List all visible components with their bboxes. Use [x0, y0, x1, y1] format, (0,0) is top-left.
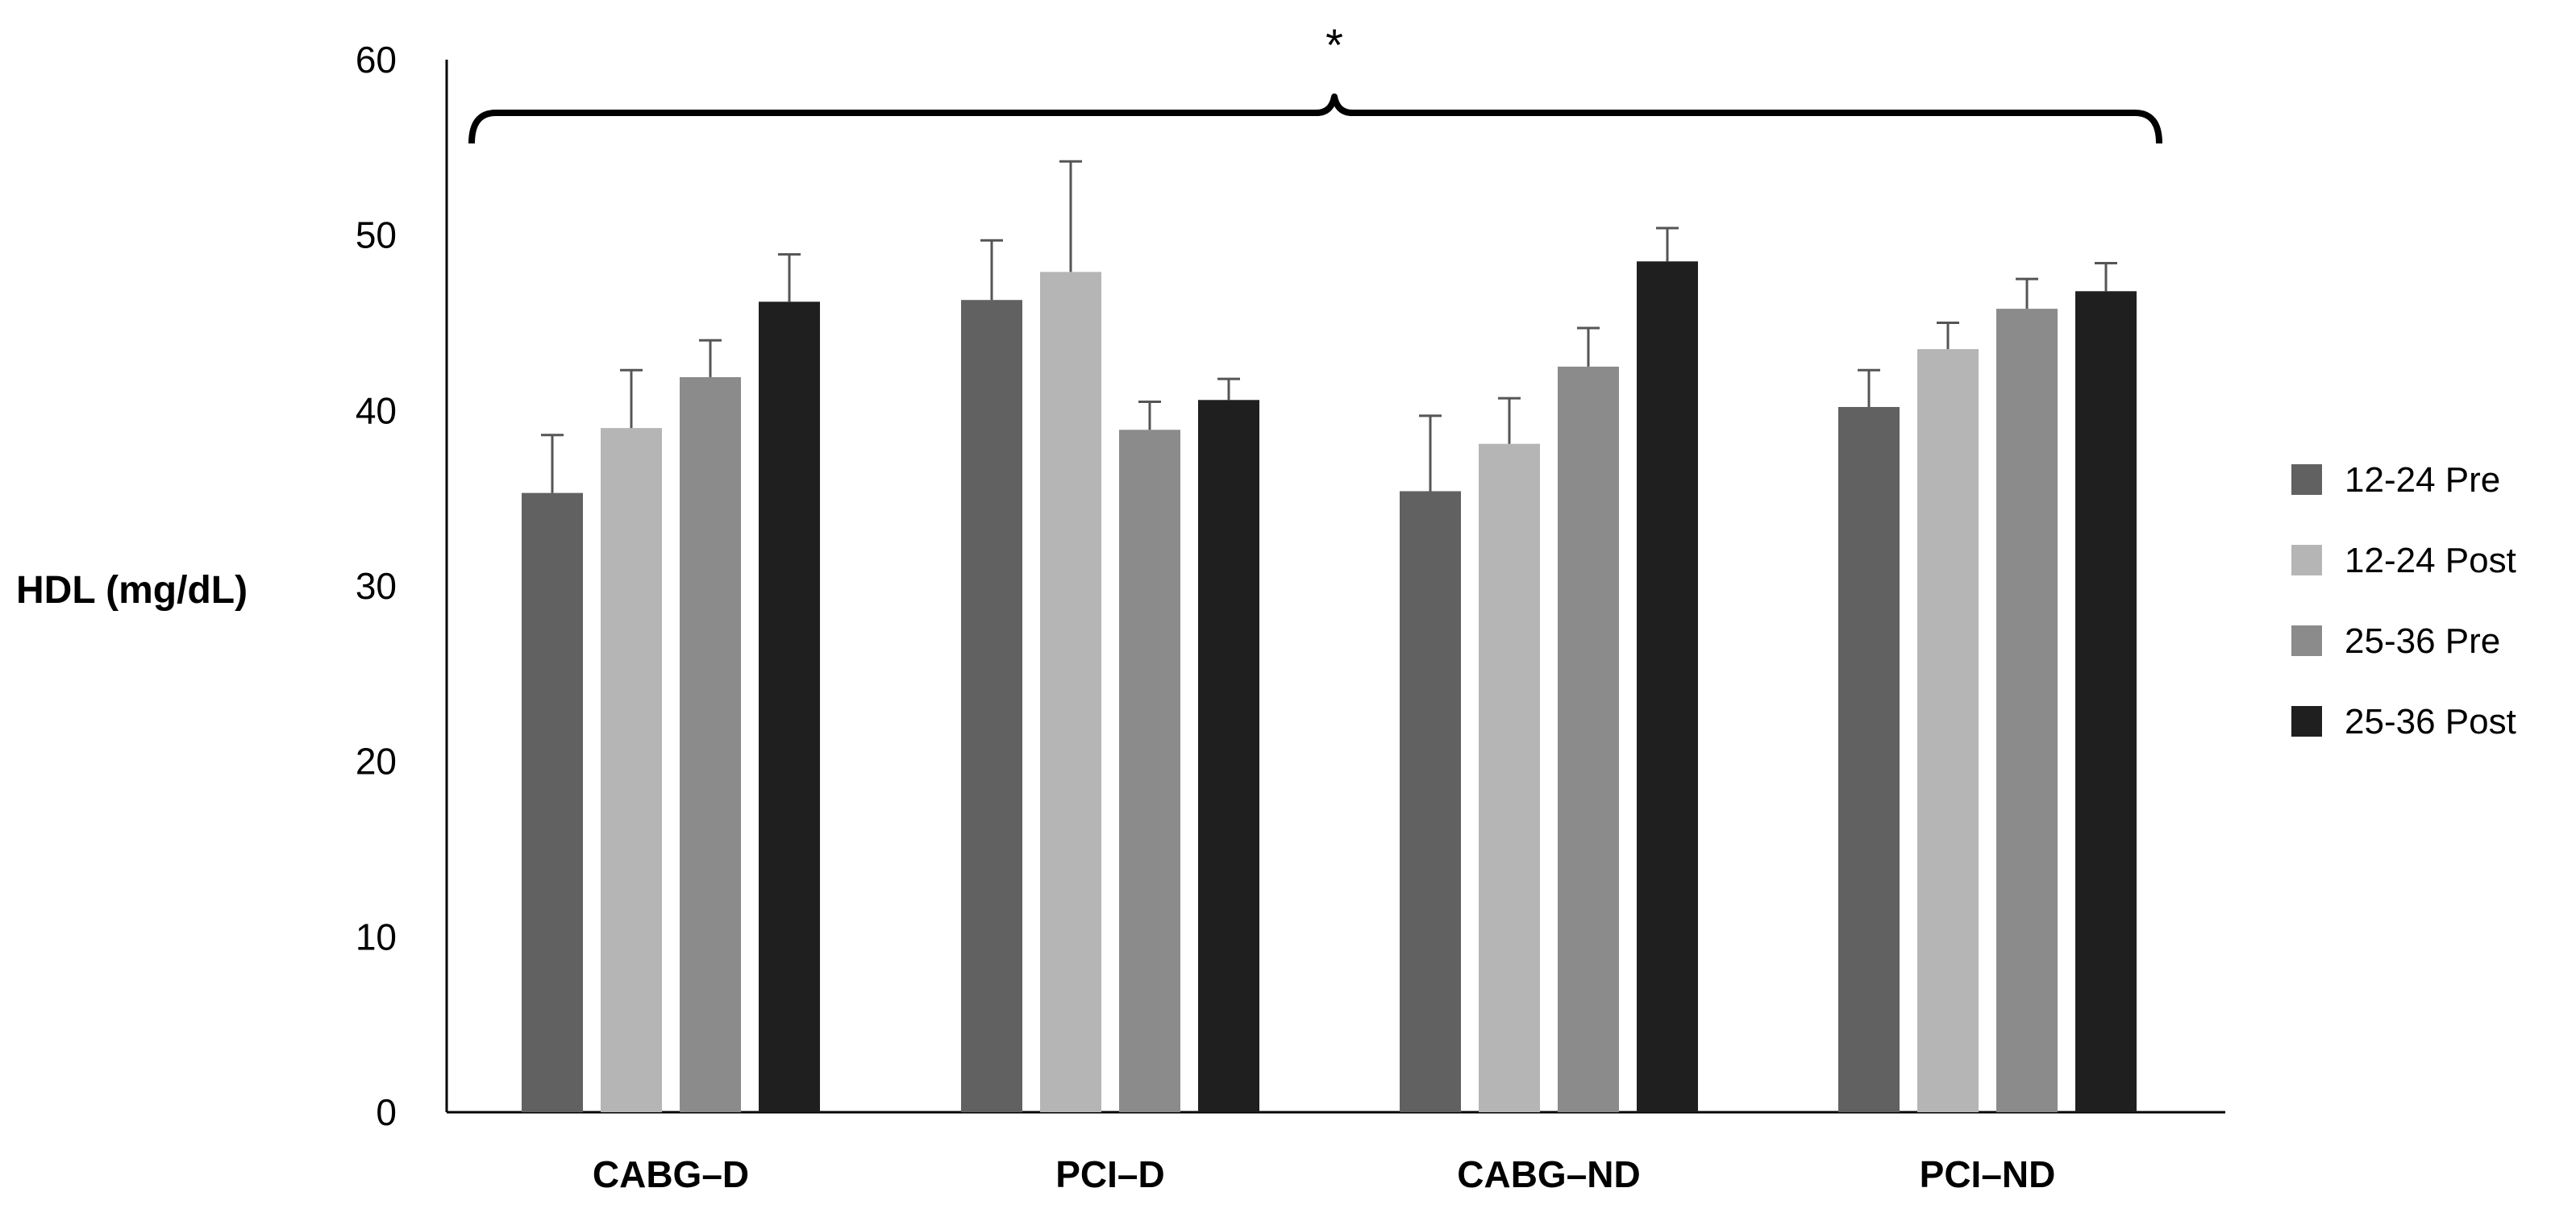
- x-category-label: CABG–ND: [1457, 1153, 1640, 1195]
- y-tick-label: 60: [356, 39, 397, 81]
- y-tick-label: 40: [356, 389, 397, 431]
- bar: [759, 301, 820, 1112]
- y-tick-label: 0: [376, 1091, 397, 1133]
- bars: [522, 261, 2137, 1113]
- bar: [1119, 430, 1180, 1112]
- legend-label: 12-24 Post: [2345, 541, 2516, 580]
- y-tick-label: 50: [356, 214, 397, 256]
- bar: [1917, 349, 1979, 1112]
- bar: [1637, 261, 1698, 1113]
- bar: [1996, 309, 2058, 1112]
- y-tick-label: 20: [356, 741, 397, 783]
- bar: [1838, 406, 1900, 1113]
- bar: [961, 300, 1022, 1112]
- legend-swatch: [2291, 464, 2322, 495]
- bar: [601, 428, 662, 1112]
- x-axis-labels: CABG–D PCI–D CABG–ND PCI–ND: [593, 1153, 2055, 1195]
- y-tick-label: 30: [356, 565, 397, 607]
- y-axis-title: HDL (mg/dL): [16, 569, 248, 612]
- significance-asterisk: *: [1325, 19, 1343, 70]
- bar: [1198, 400, 1259, 1113]
- bar: [1040, 272, 1101, 1112]
- y-tick-label: 10: [356, 916, 397, 957]
- legend-label: 12-24 Pre: [2345, 460, 2500, 500]
- legend-swatch: [2291, 706, 2322, 737]
- bar: [1479, 443, 1540, 1112]
- y-axis-labels: 0 10 20 30 40 50 60: [356, 39, 397, 1133]
- x-category-label: CABG–D: [593, 1153, 749, 1195]
- legend-swatch: [2291, 625, 2322, 656]
- legend-swatch: [2291, 545, 2322, 575]
- bar: [1400, 491, 1461, 1112]
- bar: [522, 492, 583, 1112]
- legend: 12-24 Pre 12-24 Post 25-36 Pre 25-36 Post: [2291, 460, 2516, 741]
- x-category-label: PCI–D: [1055, 1153, 1164, 1195]
- legend-label: 25-36 Post: [2345, 702, 2516, 741]
- bracket-path: [468, 93, 2162, 144]
- significance-bracket: [468, 93, 2162, 144]
- legend-label: 25-36 Pre: [2345, 621, 2500, 661]
- x-category-label: PCI–ND: [1920, 1153, 2056, 1195]
- bar: [2075, 291, 2137, 1112]
- error-bars: [541, 160, 2117, 493]
- bar: [1558, 366, 1619, 1113]
- bar: [680, 376, 741, 1112]
